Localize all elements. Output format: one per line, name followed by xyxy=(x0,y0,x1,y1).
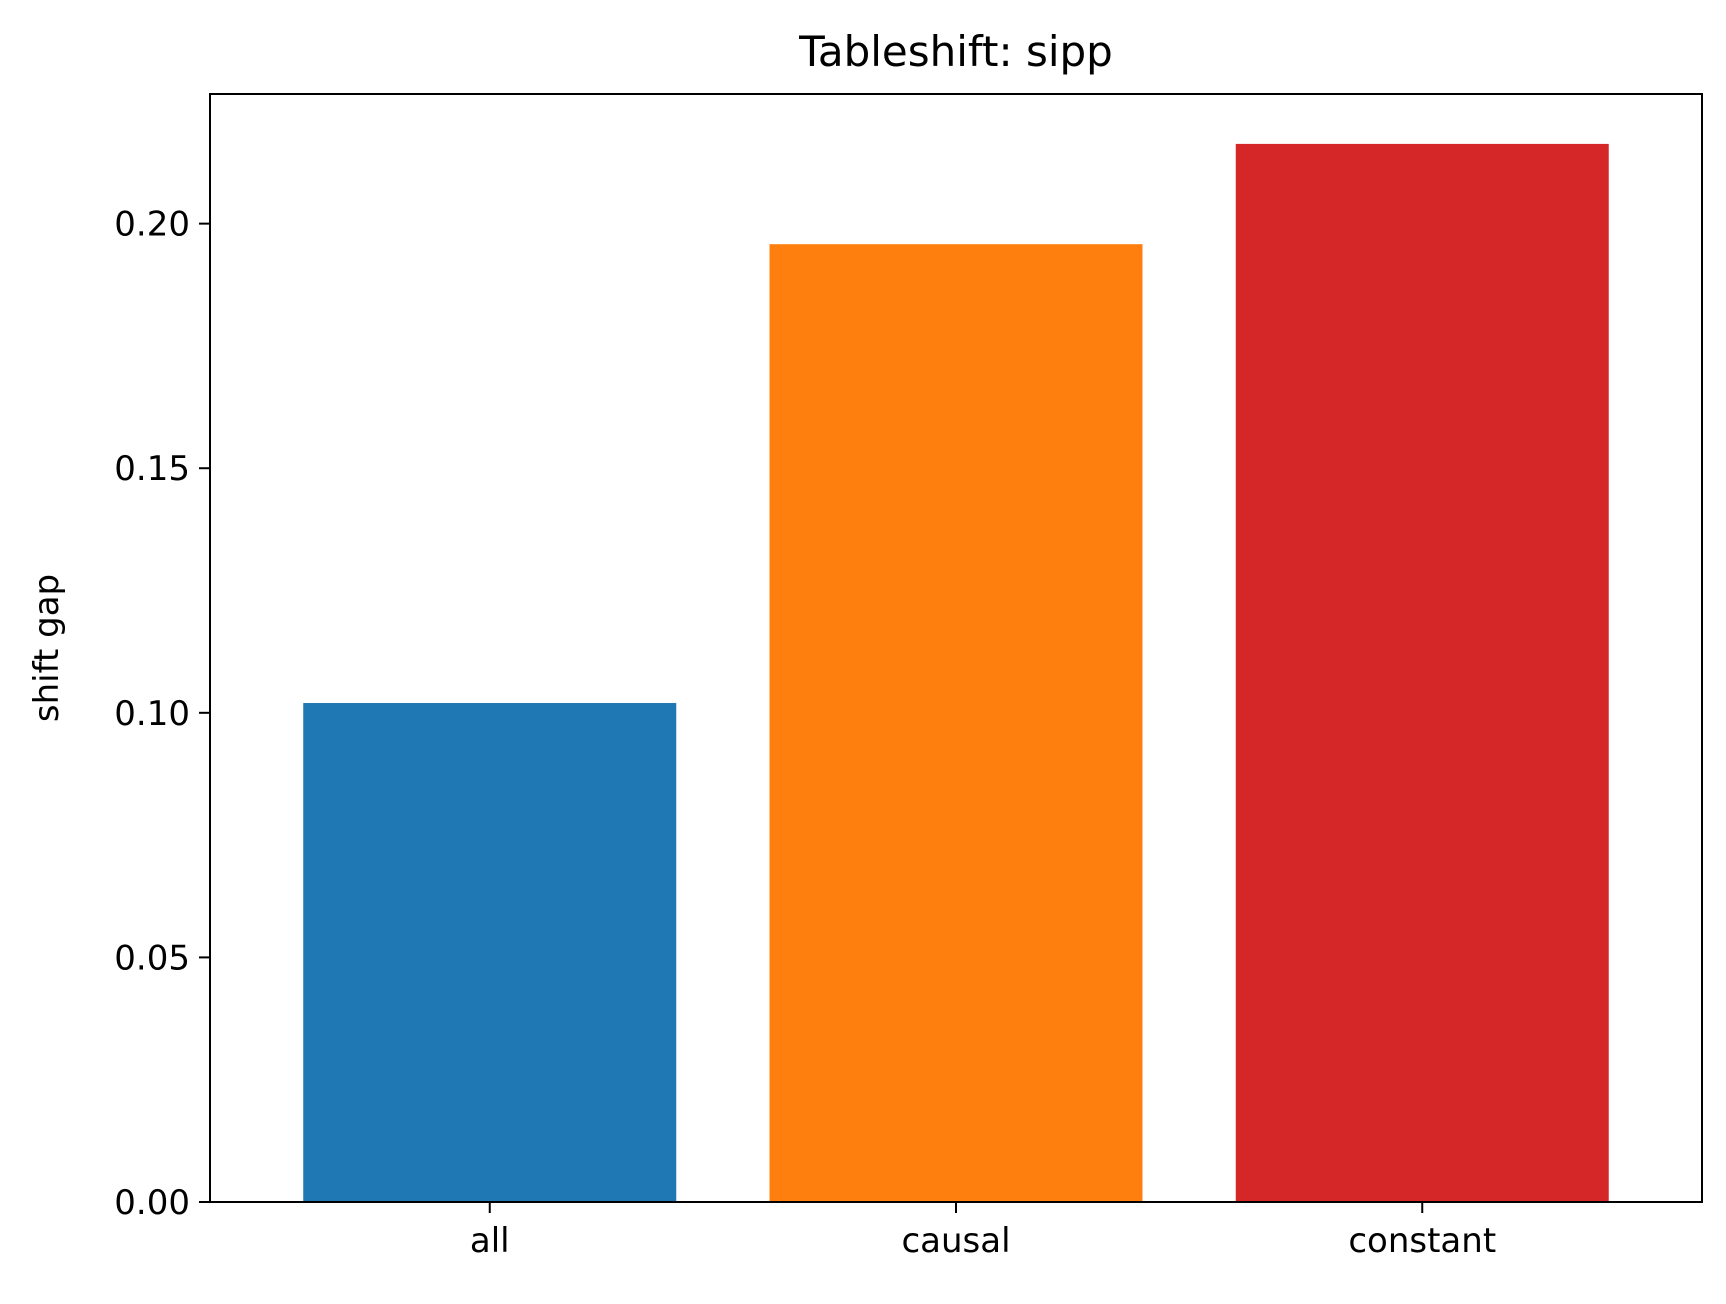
x-tick-label: constant xyxy=(1348,1221,1496,1261)
y-tick-label: 0.20 xyxy=(114,205,190,245)
bars-group xyxy=(303,143,1609,1202)
x-axis: all causal constant xyxy=(470,1202,1496,1261)
y-axis-label: shift gap xyxy=(27,574,67,722)
bar-causal xyxy=(769,244,1143,1202)
y-tick-label: 0.05 xyxy=(114,938,190,978)
bar-constant xyxy=(1235,143,1609,1202)
y-tick-label: 0.15 xyxy=(114,449,190,489)
x-tick-label: causal xyxy=(901,1221,1010,1261)
y-axis: 0.00 0.05 0.10 0.15 0.20 xyxy=(114,205,210,1223)
chart-title: Tableshift: sipp xyxy=(798,27,1113,76)
x-tick-label: all xyxy=(470,1221,510,1261)
y-tick-label: 0.10 xyxy=(114,694,190,734)
bar-all xyxy=(303,703,677,1202)
y-tick-label: 0.00 xyxy=(114,1183,190,1223)
